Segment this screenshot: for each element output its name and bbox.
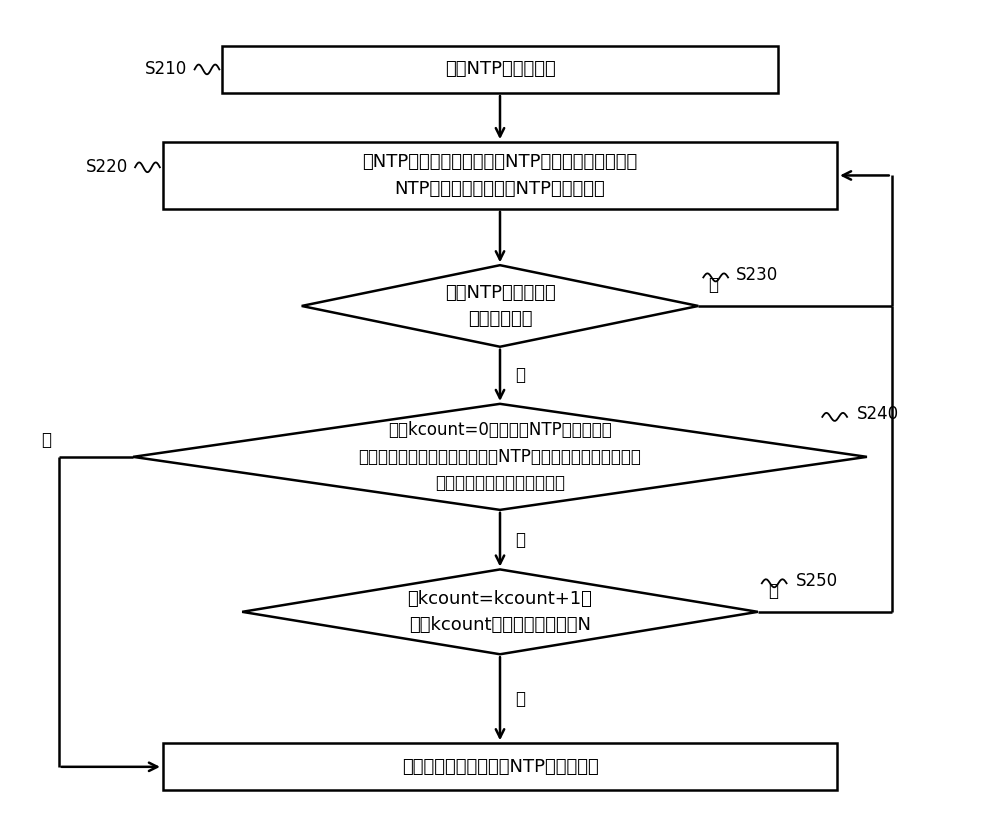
Text: 是: 是 [768, 582, 778, 600]
Text: 否: 否 [708, 276, 718, 293]
Text: 否: 否 [515, 690, 525, 708]
Polygon shape [302, 265, 698, 347]
Text: 将本地时间替换成当前NTP服务器时间: 将本地时间替换成当前NTP服务器时间 [402, 758, 598, 776]
Text: 判断NTP服务器时间
获取是否成功: 判断NTP服务器时间 获取是否成功 [445, 283, 555, 328]
Polygon shape [242, 569, 758, 654]
Text: 是: 是 [515, 531, 525, 549]
Text: 设定kcount=0，将当前NTP服务器时间
与本地时间进行比较，判断当前NTP服务器时间与本地时间的
差值的绝对值是否高于预设值: 设定kcount=0，将当前NTP服务器时间 与本地时间进行比较，判断当前NTP… [359, 421, 641, 492]
Text: 令kcount=kcount+1，
判断kcount是否低于预设次数N: 令kcount=kcount+1， 判断kcount是否低于预设次数N [408, 590, 592, 634]
Text: 否: 否 [41, 431, 51, 449]
FancyBboxPatch shape [222, 46, 778, 93]
Text: S240: S240 [857, 405, 899, 424]
FancyBboxPatch shape [163, 743, 837, 790]
Polygon shape [133, 404, 867, 510]
Text: S230: S230 [736, 266, 778, 284]
FancyBboxPatch shape [163, 142, 837, 209]
Text: S250: S250 [796, 572, 838, 590]
Text: S220: S220 [86, 158, 128, 176]
Text: 建立NTP服务器列表: 建立NTP服务器列表 [445, 60, 555, 78]
Text: 从NTP服务器列表选取一个NTP服务器地址，获取该
NTP服务器地址对应的NTP服务器时间: 从NTP服务器列表选取一个NTP服务器地址，获取该 NTP服务器地址对应的NTP… [362, 153, 638, 198]
Text: S210: S210 [145, 60, 188, 78]
Text: 是: 是 [515, 367, 525, 384]
